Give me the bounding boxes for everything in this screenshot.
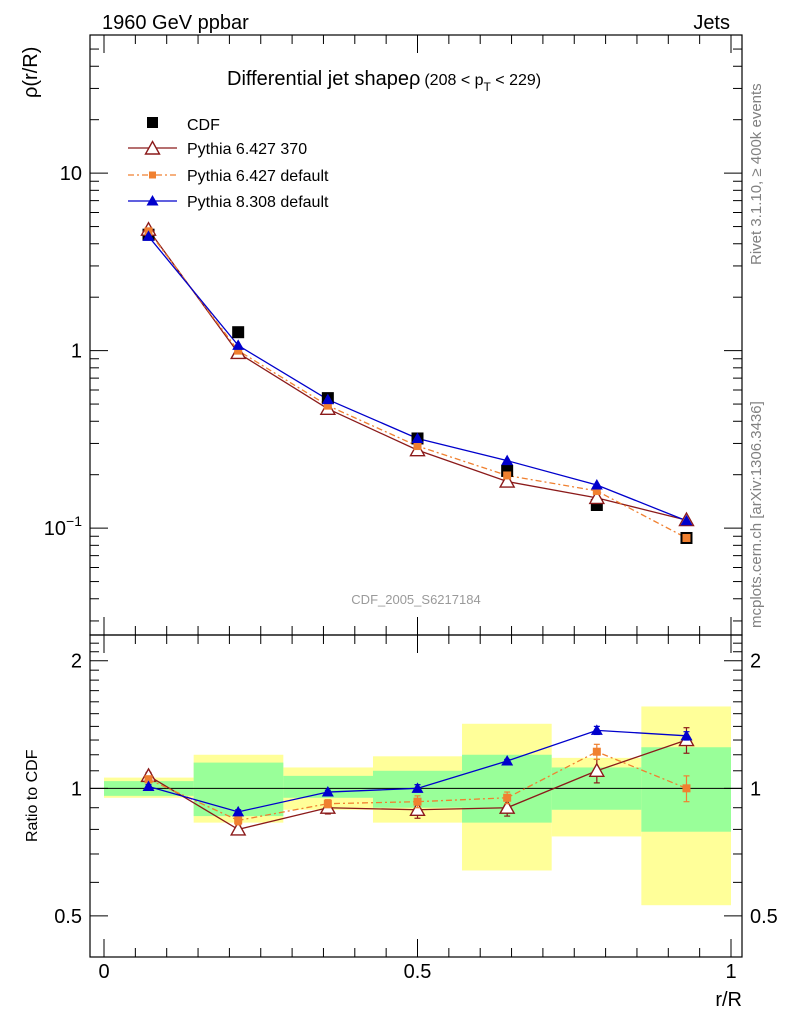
ratio-point-p8_default	[680, 729, 693, 741]
ratio-point-p6_default	[592, 747, 601, 756]
x-tick-label-1: 1	[725, 961, 736, 983]
chart-title: Differential jet shapeρ (208 < pT < 229)	[227, 68, 541, 94]
ratio-point-p8_default	[321, 786, 334, 797]
series-line-p8_default	[148, 236, 687, 522]
tick-labels: 10 1 10−1 2 1 0.5 2 1 0.5 0 0.5 1	[44, 163, 778, 983]
series-line-p6_370	[147, 229, 687, 521]
analysis-watermark: CDF_2005_S6217184	[351, 592, 480, 607]
chart-title-range-subscript: T	[484, 80, 492, 94]
chart-title-range-right: < 229)	[491, 72, 541, 89]
data-point-p8_default	[590, 478, 603, 490]
ratio-point-p6_370	[409, 801, 426, 816]
ratio-point-p6_default	[234, 816, 243, 825]
x-axis-title: r/R	[715, 989, 742, 1011]
x-tick-label-0.5: 0.5	[404, 961, 432, 983]
y-tick-label-10: 10	[60, 163, 82, 185]
ratio-point-p8_default	[501, 755, 514, 766]
ratio-point-p6_default	[323, 799, 332, 808]
ratio-tick-label-2-right: 2	[750, 651, 761, 673]
legend-label-cdf: CDF	[187, 117, 220, 134]
y-tick-label-exponent: −1	[66, 513, 82, 529]
data-point-cdf	[232, 326, 245, 339]
ratio-point-p8_default	[142, 780, 155, 791]
ratio-point-p8_default	[232, 805, 245, 817]
ratio-point-p6_370	[229, 820, 247, 836]
data-point-p8_default	[501, 454, 514, 466]
legend-label-p6-370: Pythia 6.427 370	[187, 141, 307, 158]
x-tick-label-0: 0	[98, 961, 109, 983]
y-axis-title-top: ρ(r/R)	[20, 47, 42, 98]
ratio-point-p8_default	[590, 724, 603, 735]
data-point-p6_default	[682, 533, 691, 542]
ratio-tick-label-0.5-right: 0.5	[750, 906, 778, 928]
ratio-tick-label-1-right: 1	[750, 778, 761, 800]
legend-label-p6-default: Pythia 6.427 default	[187, 168, 329, 185]
ratio-point-p8_default	[411, 782, 424, 793]
ratio-point-p6_default	[682, 784, 691, 793]
ratio-tick-label-0.5-left: 0.5	[54, 906, 82, 928]
data-point-p6_default	[234, 346, 243, 355]
data-point-p6_370	[498, 473, 516, 488]
main-series	[140, 221, 695, 544]
rivet-label: Rivet 3.1.10, ≥ 400k events	[748, 83, 765, 265]
legend-marker-cdf	[147, 117, 158, 128]
legend-marker-p6-default	[149, 171, 156, 179]
legend-marker-p6-370	[144, 140, 161, 155]
y-tick-label-base: 10	[44, 518, 66, 540]
y-tick-label-1: 1	[71, 341, 82, 363]
ratio-point-p6_default	[413, 797, 422, 806]
chart-title-main: Differential jet shapeρ	[227, 68, 420, 90]
data-point-p6_default	[503, 471, 512, 480]
ratio-series	[140, 724, 695, 836]
chart-title-range-left: (208 < p	[424, 72, 483, 89]
data-point-p6_370	[588, 489, 606, 505]
legend-marker-p8-default	[146, 195, 159, 206]
data-point-p8_default	[411, 432, 424, 443]
ratio-tick-label-2-left: 2	[71, 651, 82, 673]
mcplots-label: mcplots.cern.ch [arXiv:1306.3436]	[748, 401, 765, 628]
ratio-point-p6_default	[503, 793, 512, 802]
axis-ticks	[90, 34, 742, 958]
data-point-p6_default	[323, 401, 332, 410]
y-tick-label-0.1: 10−1	[44, 513, 82, 540]
legend-label-p8-default: Pythia 8.308 default	[187, 194, 329, 211]
ratio-tick-label-1-left: 1	[71, 778, 82, 800]
data-point-p6_default	[592, 486, 601, 495]
header-right-label: Jets	[693, 12, 730, 34]
data-point-p6_default	[413, 442, 422, 451]
data-point-p8_default	[232, 339, 245, 350]
data-point-p8_default	[321, 393, 334, 405]
bottom-panel-frame	[89, 634, 743, 958]
data-point-p8_default	[142, 230, 155, 241]
ratio-point-p6_default	[144, 775, 153, 784]
y-axis-title-bottom: Ratio to CDF	[24, 749, 41, 842]
ratio-point-p6_370	[588, 762, 606, 777]
header-left-label: 1960 GeV ppbar	[102, 12, 249, 34]
data-point-p8_default	[680, 514, 693, 526]
ratio-point-p6_370	[498, 799, 516, 814]
series-line-p6_default	[147, 230, 687, 539]
legend: CDF Pythia 6.427 370 Pythia 6.427 defaul…	[128, 117, 329, 211]
